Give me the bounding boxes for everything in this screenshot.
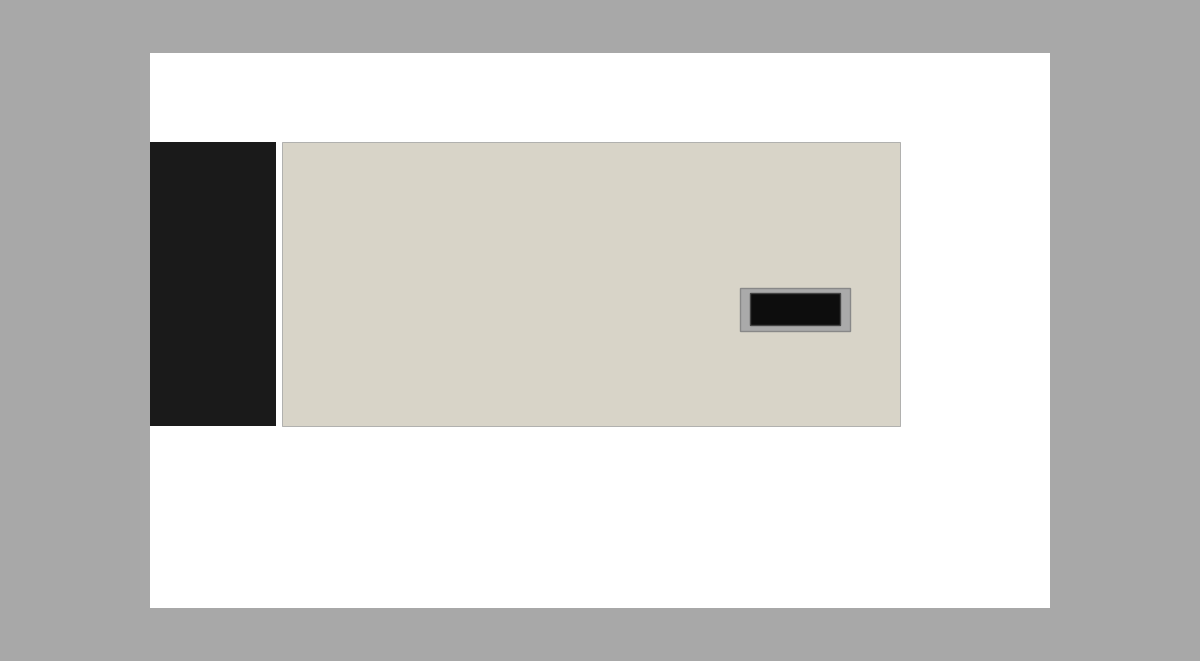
Text: variables, list the governing equations, and clearly show the: variables, list the governing equations,… [306,237,731,251]
Text: ~: ~ [406,300,418,315]
Text: +: + [390,286,402,300]
Text: Figure Q1, relating input voltage Vᴵₙ to output voltage Vₒᵘₜ derived: Figure Q1, relating input voltage Vᴵₙ to… [306,187,768,200]
Text: Vin: Vin [316,300,337,315]
Text: C: C [564,363,576,381]
Text: across the inductor. Your answer should identify the state: across the inductor. Your answer should … [306,212,712,225]
Text: Figure Q1: Figure Q1 [542,408,626,422]
Text: −: − [390,315,402,329]
Text: 0.000: 0.000 [772,302,818,317]
Text: Vout: Vout [862,302,896,317]
Text: b)  Derive a block diagram model for the RLC series circuit shown in: b) Derive a block diagram model for the … [306,162,761,175]
Text: R: R [540,240,552,258]
Text: direction of flow of signals in the block diagram.: direction of flow of signals in the bloc… [306,262,649,276]
Text: 3L: 3L [660,300,679,315]
